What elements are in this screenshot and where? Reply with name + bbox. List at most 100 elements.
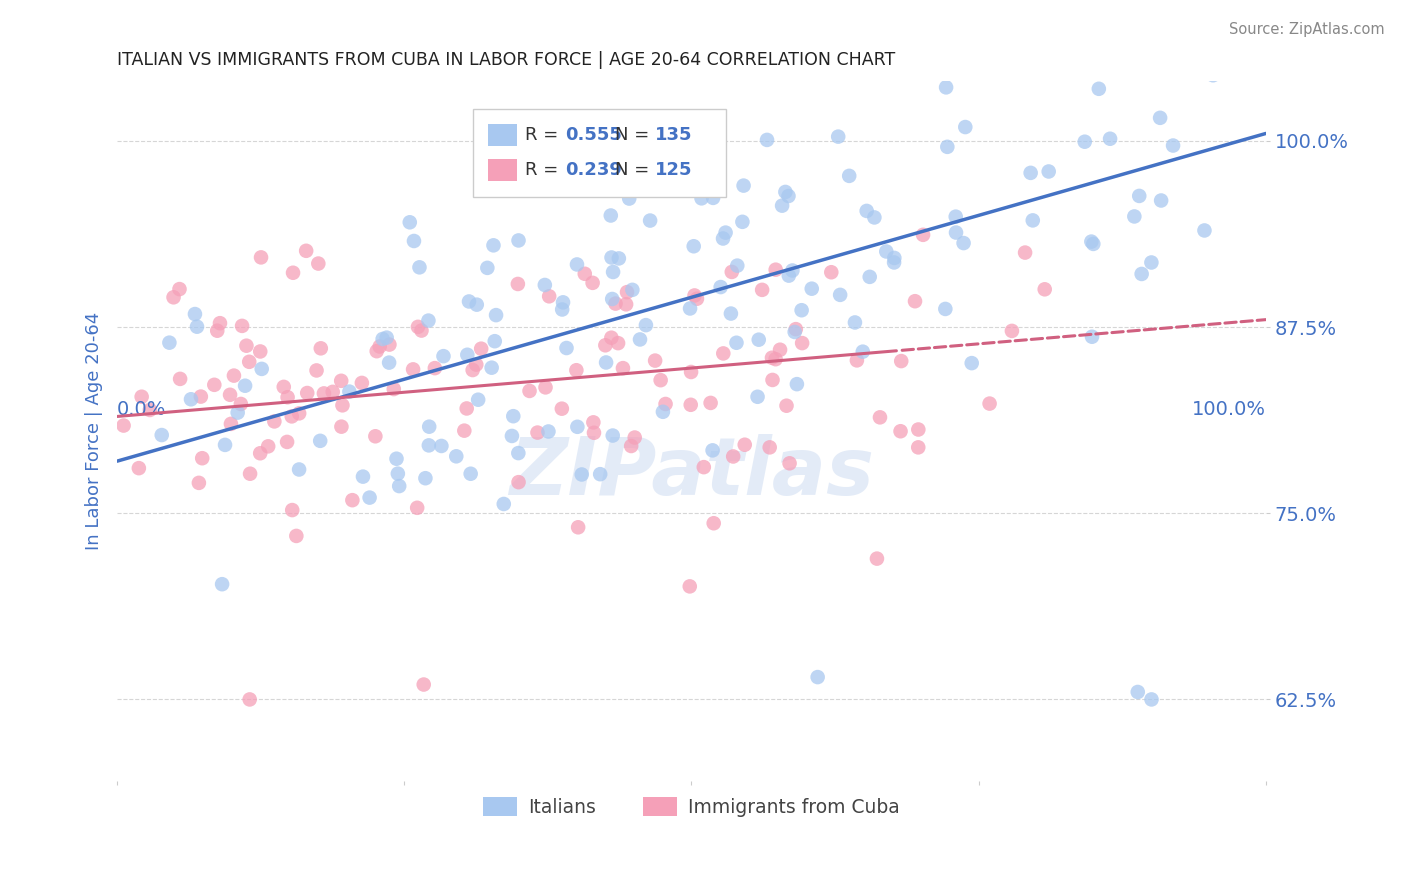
Point — [305, 363, 328, 377]
Point — [226, 406, 249, 420]
Point — [628, 333, 651, 347]
Point — [595, 338, 617, 352]
Point — [382, 382, 405, 396]
Point — [208, 316, 231, 330]
Point — [1088, 82, 1111, 96]
Point — [859, 269, 882, 284]
Point — [616, 285, 638, 299]
Point — [249, 344, 271, 359]
Point — [779, 456, 801, 470]
Point — [711, 231, 734, 245]
Point — [281, 266, 304, 280]
Point — [186, 319, 208, 334]
Point — [748, 333, 770, 347]
Point — [1140, 255, 1163, 269]
Text: ITALIAN VS IMMIGRANTS FROM CUBA IN LABOR FORCE | AGE 20-64 CORRELATION CHART: ITALIAN VS IMMIGRANTS FROM CUBA IN LABOR… — [117, 51, 896, 69]
Point — [239, 467, 262, 481]
Point — [582, 425, 605, 440]
Point — [388, 479, 411, 493]
FancyBboxPatch shape — [474, 110, 725, 197]
Point — [375, 331, 398, 345]
Point — [571, 467, 593, 482]
Point — [945, 226, 967, 240]
Point — [519, 384, 541, 398]
Point — [207, 324, 229, 338]
Point — [366, 344, 388, 359]
Point — [546, 172, 568, 186]
Point — [778, 268, 800, 283]
Point — [778, 189, 800, 203]
Point — [250, 251, 273, 265]
Point — [238, 355, 260, 369]
Point — [352, 469, 374, 483]
Point — [600, 251, 623, 265]
Point — [402, 362, 425, 376]
Point — [890, 354, 912, 368]
Point — [502, 409, 524, 424]
Text: 100.0%: 100.0% — [1192, 400, 1265, 419]
Point — [595, 355, 617, 369]
Point — [714, 226, 737, 240]
Point — [297, 386, 319, 401]
Text: 125: 125 — [655, 161, 692, 179]
Point — [702, 443, 724, 458]
Point — [955, 120, 977, 134]
Point — [945, 210, 967, 224]
Point — [418, 313, 440, 327]
Point — [693, 460, 716, 475]
Point — [534, 380, 557, 394]
Point — [350, 376, 373, 390]
Point — [830, 288, 852, 302]
Point — [690, 191, 713, 205]
Point — [332, 398, 354, 412]
Point — [307, 256, 329, 270]
Point — [651, 405, 673, 419]
Point — [1033, 282, 1056, 296]
Point — [385, 451, 408, 466]
Point — [699, 396, 721, 410]
Point — [686, 292, 709, 306]
Point — [756, 133, 779, 147]
Point — [534, 277, 557, 292]
Point — [883, 255, 905, 269]
Point — [477, 260, 499, 275]
Point — [807, 670, 830, 684]
Point — [281, 503, 304, 517]
Point — [783, 325, 806, 339]
Point — [845, 353, 868, 368]
Point — [770, 199, 793, 213]
Point — [827, 129, 849, 144]
Point — [1161, 138, 1184, 153]
Legend: Italians, Immigrants from Cuba: Italians, Immigrants from Cuba — [475, 789, 907, 824]
Point — [747, 390, 769, 404]
Point — [432, 349, 454, 363]
Point — [484, 334, 506, 349]
Point — [273, 380, 295, 394]
Point — [1194, 223, 1216, 237]
Point — [131, 390, 153, 404]
Point — [703, 516, 725, 531]
Point — [233, 378, 256, 392]
Point — [359, 491, 381, 505]
Point — [508, 475, 530, 490]
Point — [751, 283, 773, 297]
Text: 0.239: 0.239 — [565, 161, 621, 179]
Point — [1202, 68, 1225, 82]
Point — [453, 424, 475, 438]
Point — [567, 419, 589, 434]
Point — [501, 429, 523, 443]
Point — [582, 415, 605, 429]
Text: 0.0%: 0.0% — [117, 400, 166, 419]
Point — [574, 267, 596, 281]
Point — [775, 185, 797, 199]
Point — [1074, 135, 1097, 149]
Point — [551, 302, 574, 317]
Point — [621, 283, 644, 297]
Point — [855, 203, 877, 218]
Point — [309, 434, 332, 448]
Point — [792, 336, 814, 351]
Point — [758, 441, 780, 455]
Point — [682, 239, 704, 253]
Point — [1149, 111, 1171, 125]
Point — [869, 410, 891, 425]
